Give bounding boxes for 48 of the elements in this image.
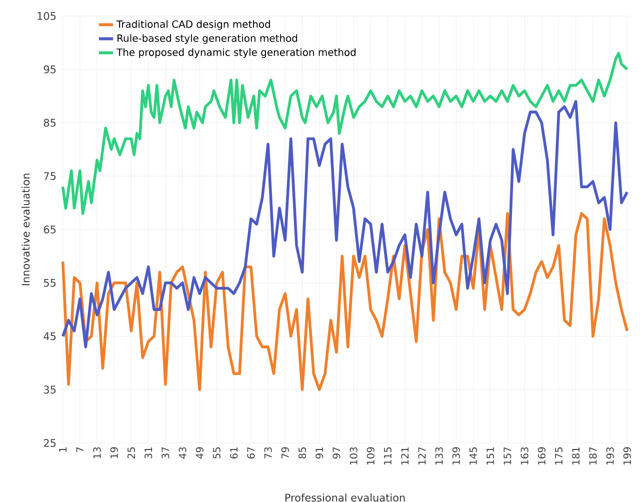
x-tick-label: 103: [350, 447, 358, 464]
y-tick-label: 85: [44, 118, 56, 127]
x-tick-label: 79: [281, 447, 289, 458]
x-tick-label: 37: [162, 447, 170, 458]
x-tick-label: 1: [59, 447, 66, 452]
x-tick-label: 55: [213, 447, 220, 458]
x-tick-label: 181: [572, 447, 580, 464]
x-tick-label: 61: [230, 447, 238, 458]
x-axis-title: Professional evaluation: [285, 494, 405, 502]
x-tick-label: 25: [127, 447, 136, 458]
x-tick-label: 43: [178, 447, 186, 459]
x-tick-label: 169: [538, 447, 546, 464]
x-tick-label: 193: [606, 447, 614, 464]
x-tick-label: 73: [264, 447, 272, 458]
x-tick-label: 127: [418, 447, 426, 464]
y-axis-title: Innovative evaluation: [22, 174, 30, 286]
y-tick-label: 45: [44, 332, 56, 340]
y-tick-label: 105: [38, 12, 56, 20]
x-tick-label: 97: [332, 447, 340, 459]
y-tick-label: 75: [44, 172, 56, 180]
y-tick-label: 95: [44, 65, 56, 74]
x-tick-label: 49: [196, 447, 204, 459]
x-tick-label: 133: [435, 447, 443, 464]
y-tick-label: 25: [44, 439, 56, 447]
x-tick-label: 187: [589, 447, 597, 464]
x-tick-label: 19: [110, 447, 118, 458]
y-tick-label: 35: [44, 386, 56, 394]
x-tick-label: 199: [623, 447, 631, 464]
x-tick-label: 175: [555, 447, 562, 464]
x-tick-label: 67: [247, 447, 255, 458]
x-tick-label: 121: [401, 447, 409, 464]
x-tick-label: 85: [298, 447, 306, 459]
x-tick-label: 91: [316, 447, 324, 459]
x-tick-label: 115: [384, 447, 392, 464]
x-tick-label: 7: [76, 447, 84, 452]
legend-label: Rule-based style generation method: [118, 34, 298, 44]
legend-label: The proposed dynamic style generation method: [116, 48, 356, 58]
legend-label: Traditional CAD design method: [116, 20, 270, 30]
x-tick-label: 13: [93, 447, 101, 458]
x-tick-label: 139: [452, 447, 460, 464]
x-tick-label: 157: [504, 447, 512, 464]
y-tick-label: 55: [44, 278, 56, 287]
x-tick-label: 151: [486, 447, 494, 464]
x-tick-label: 163: [520, 447, 528, 464]
x-tick-label: 31: [144, 447, 152, 458]
x-tick-label: 145: [470, 447, 477, 464]
x-tick-label: 109: [366, 447, 374, 464]
y-tick-label: 65: [44, 226, 56, 234]
